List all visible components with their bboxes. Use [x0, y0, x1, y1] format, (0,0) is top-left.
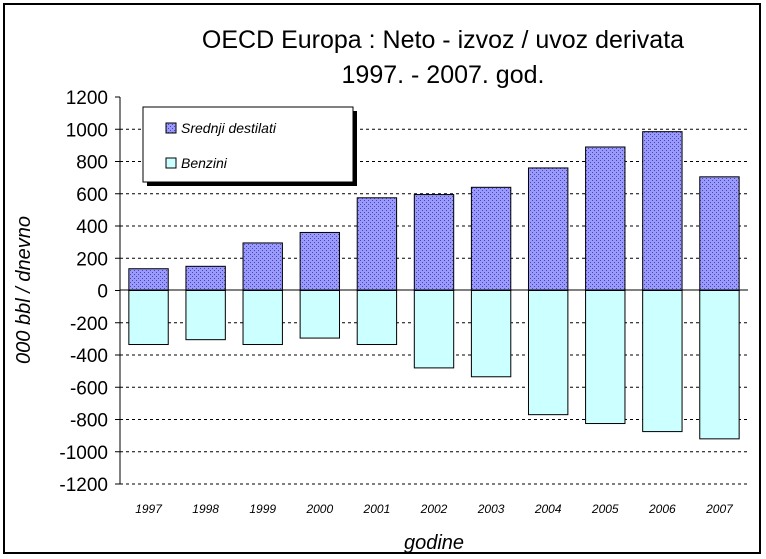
x-tick-label: 2002	[420, 502, 448, 516]
bar-srednji-destilati-2001	[356, 197, 398, 291]
legend-label-benzini: Benzini	[181, 155, 228, 171]
x-tick-label: 2000	[305, 502, 333, 516]
bar-srednji-destilati-2003	[470, 186, 512, 291]
bar-srednji-destilati-1999	[242, 242, 283, 291]
bar-benzini-2000	[299, 290, 341, 339]
bar-srednji-destilati-2004	[527, 167, 569, 291]
y-tick-label: 400	[76, 217, 108, 238]
bar-srednji-destilati-2002	[413, 194, 455, 291]
bar-benzini-2006	[642, 290, 683, 433]
bar-benzini-1998	[185, 290, 226, 341]
x-tick-label: 2006	[648, 502, 676, 516]
y-tick-label: 200	[76, 249, 108, 270]
y-axis-ticks: 1200 1000 800 600 400 200 0 -200 -400 -600 -800 -10…	[59, 88, 120, 496]
y-tick-label: 1000	[66, 120, 108, 141]
bar-benzini-2004	[527, 290, 569, 416]
legend-swatch-benzini	[165, 157, 177, 169]
bar-srednji-destilati-2005	[585, 146, 626, 291]
y-tick-label: 1200	[66, 88, 108, 109]
bar-srednji-destilati-2000	[299, 231, 341, 291]
x-tick-label: 2004	[534, 502, 562, 516]
bar-benzini-1999	[242, 290, 283, 346]
y-tick-label: -1000	[59, 443, 108, 464]
y-tick-label: -600	[70, 378, 108, 399]
bar-benzini-2002	[413, 290, 455, 369]
chart-title-line-2: 1997. - 2007. god.	[342, 61, 545, 89]
y-tick-label: 800	[76, 153, 108, 174]
y-tick-label: 0	[97, 282, 108, 303]
x-tick-label: 1998	[192, 502, 219, 516]
bar-benzini-2007	[699, 290, 740, 440]
y-tick-label: -800	[70, 411, 108, 432]
x-tick-label: 1997	[135, 502, 163, 516]
legend-label-srednji-destilati: Srednji destilati	[181, 120, 277, 136]
y-tick-label: -200	[70, 314, 108, 335]
bars	[128, 131, 740, 440]
x-tick-label: 2005	[591, 502, 619, 516]
y-tick-label: -400	[70, 346, 108, 367]
x-tick-label: 2007	[705, 502, 734, 516]
x-tick-label: 2003	[477, 502, 505, 516]
x-axis-ticks: 1997 1998 1999 2000 2001 2002 2003 2004 2005 2006…	[135, 502, 734, 516]
bar-benzini-1997	[128, 290, 169, 346]
chart-title-line-1: OECD Europa : Neto - izvoz / uvoz deriva…	[202, 26, 684, 54]
bar-benzini-2003	[470, 290, 512, 378]
y-tick-label: 600	[76, 185, 108, 206]
x-tick-label: 2001	[363, 502, 391, 516]
x-axis-label: godine	[404, 532, 464, 554]
bar-srednji-destilati-1998	[185, 265, 226, 291]
y-tick-label: -1200	[59, 475, 108, 496]
x-tick-label: 1999	[249, 502, 276, 516]
bar-srednji-destilati-2007	[699, 176, 740, 292]
bar-srednji-destilati-1997	[128, 268, 169, 292]
legend-box	[142, 106, 354, 183]
y-axis-label: 000 bbl / dnevno	[13, 216, 35, 364]
bar-benzini-2001	[356, 290, 398, 346]
legend: Srednji destilati Benzini	[142, 106, 357, 186]
bar-srednji-destilati-2006	[642, 131, 683, 291]
bar-benzini-2005	[585, 290, 626, 425]
legend-swatch-srednji-destilati	[165, 122, 177, 134]
